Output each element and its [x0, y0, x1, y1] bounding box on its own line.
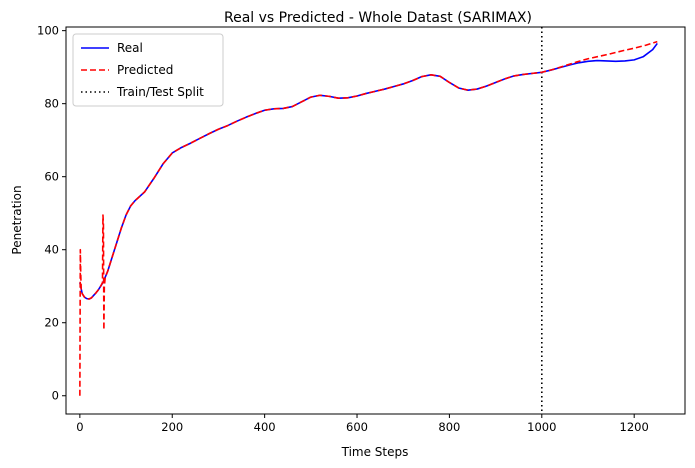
x-axis-label: Time Steps: [341, 445, 409, 459]
y-tick-label: 80: [44, 97, 59, 111]
x-tick-label: 600: [346, 420, 368, 434]
x-axis: 0 200 400 600 800 1000 1200: [76, 414, 649, 434]
x-tick-label: 800: [438, 420, 460, 434]
x-tick-label: 1000: [527, 420, 556, 434]
y-tick-label: 40: [44, 243, 59, 257]
plot-frame: [65, 26, 686, 415]
y-tick-label: 20: [44, 316, 59, 330]
y-axis: 0 20 40 60 80 100: [37, 24, 66, 403]
x-tick-label: 400: [254, 420, 276, 434]
chart-title: Real vs Predicted - Whole Datast (SARIMA…: [224, 10, 532, 26]
y-axis-label: Penetration: [10, 185, 24, 254]
plot-area: [79, 27, 658, 414]
x-tick-label: 200: [161, 420, 183, 434]
legend: Real Predicted Train/Test Split: [72, 33, 224, 107]
legend-label: Real: [117, 41, 143, 55]
y-tick-label: 0: [52, 389, 59, 403]
series-line-predicted: [79, 40, 658, 396]
legend-label: Train/Test Split: [116, 85, 204, 99]
legend-box: [72, 33, 224, 107]
legend-label: Predicted: [117, 63, 173, 77]
y-tick-label: 100: [37, 24, 59, 38]
y-tick-label: 60: [44, 170, 59, 184]
x-tick-label: 1200: [620, 420, 649, 434]
x-tick-label: 0: [76, 420, 83, 434]
